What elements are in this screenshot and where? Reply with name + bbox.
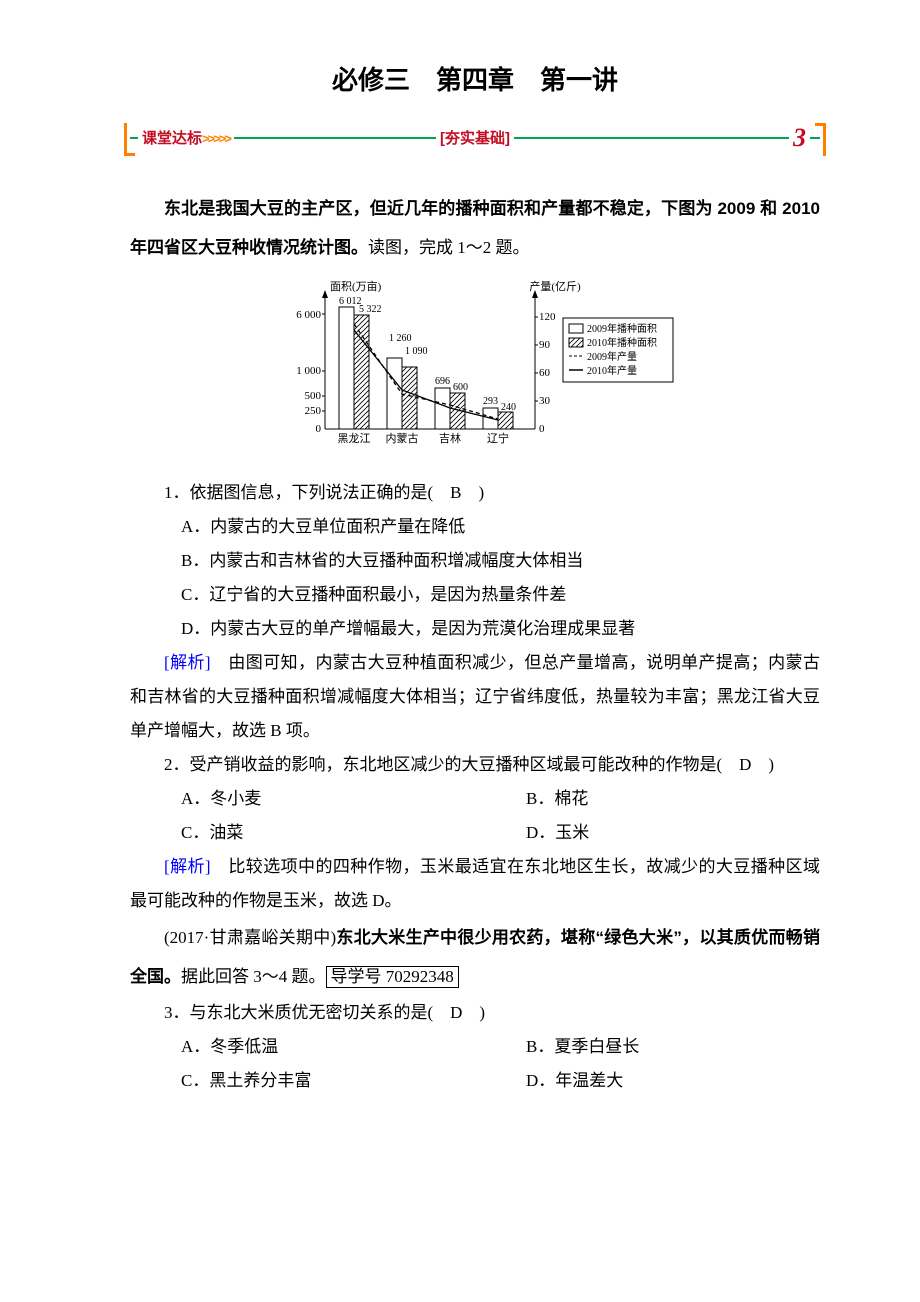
q3-opt-b: B．夏季白昼长	[475, 1030, 820, 1064]
q2-row2: C．油菜 D．玉米	[130, 816, 820, 850]
q2-opt-a: A．冬小麦	[130, 782, 475, 816]
q2-analysis-text: 比较选项中的四种作物，玉米最适宜在东北地区生长，故减少的大豆播种区域最可能改种的…	[130, 857, 820, 910]
page-title: 必修三 第四章 第一讲	[130, 60, 820, 97]
svg-text:293: 293	[483, 396, 498, 407]
svg-text:吉林: 吉林	[439, 431, 461, 445]
q3-row2: C．黑土养分丰富 D．年温差大	[130, 1064, 820, 1098]
banner-left-text: 课堂达标	[142, 130, 202, 147]
intro-plain: 读图，完成 1～2 题。	[368, 238, 530, 257]
analysis-label: [解析]	[164, 857, 211, 876]
svg-text:2009年产量: 2009年产量	[587, 350, 637, 363]
svg-text:60: 60	[539, 367, 551, 379]
chart-legend: 2009年播种面积 2010年播种面积 2009年产量 2010年产量	[563, 318, 673, 382]
analysis-label: [解析]	[164, 653, 211, 672]
intro2-plain: 据此回答 3～4 题。	[181, 967, 326, 986]
q1-analysis: [解析] 由图可知，内蒙古大豆种植面积减少，但总产量增高，说明单产提高；内蒙古和…	[130, 646, 820, 748]
line-2009-yield	[354, 324, 498, 419]
banner: 课堂达标>>>>> [夯实基础] 3	[130, 125, 820, 151]
q1-opt-b: B．内蒙古和吉林省的大豆播种面积增减幅度大体相当	[130, 544, 820, 578]
svg-text:5 322: 5 322	[359, 304, 382, 315]
q1-opt-a: A．内蒙古的大豆单位面积产量在降低	[130, 510, 820, 544]
q2-opt-b: B．棉花	[475, 782, 820, 816]
q1-opt-d: D．内蒙古大豆的单产增幅最大，是因为荒漠化治理成果显著	[130, 612, 820, 646]
banner-arrows-icon: >>>>>	[202, 131, 230, 146]
svg-text:1 260: 1 260	[389, 333, 412, 344]
svg-text:6 000: 6 000	[296, 309, 321, 321]
bars-hlj: 6 012 5 322	[339, 296, 382, 429]
banner-left-label: 课堂达标>>>>>	[138, 127, 234, 148]
intro-paragraph: 东北是我国大豆的主产区，但近几年的播种面积和产量都不稳定，下图为 2009 和 …	[130, 189, 820, 267]
svg-text:120: 120	[539, 311, 556, 323]
q3-stem: 3．与东北大米质优无密切关系的是( D )	[130, 996, 820, 1030]
svg-text:2009年播种面积: 2009年播种面积	[587, 322, 657, 335]
bars-ln: 293 240	[483, 396, 516, 429]
line-2010-yield	[354, 330, 498, 420]
svg-text:90: 90	[539, 339, 551, 351]
svg-text:辽宁: 辽宁	[487, 431, 509, 445]
q3-opt-a: A．冬季低温	[130, 1030, 475, 1064]
q2-opt-d: D．玉米	[475, 816, 820, 850]
q1-stem: 1．依据图信息，下列说法正确的是( B )	[130, 476, 820, 510]
svg-text:内蒙古: 内蒙古	[386, 431, 419, 445]
q2-row1: A．冬小麦 B．棉花	[130, 782, 820, 816]
bracket-left-icon	[124, 123, 135, 156]
svg-text:600: 600	[453, 382, 468, 393]
bars-jl: 696 600	[435, 376, 468, 429]
y-left-label: 面积(万亩)	[330, 279, 382, 293]
q1-opt-c: C．辽宁省的大豆播种面积最小，是因为热量条件差	[130, 578, 820, 612]
y-right-label: 产量(亿斤)	[529, 279, 581, 293]
intro2-paragraph: (2017·甘肃嘉峪关期中)东北大米生产中很少用农药，堪称“绿色大米”，以其质优…	[130, 918, 820, 996]
study-number-box: 导学号 70292348	[326, 966, 459, 988]
banner-center-label: [夯实基础]	[436, 127, 514, 148]
svg-text:1 000: 1 000	[296, 365, 321, 377]
svg-text:500: 500	[305, 390, 322, 402]
svg-text:250: 250	[305, 405, 322, 417]
bars-nmg: 1 260 1 090	[387, 333, 428, 429]
bracket-right-icon	[815, 123, 826, 156]
svg-text:0: 0	[539, 423, 545, 435]
svg-text:黑龙江: 黑龙江	[338, 432, 371, 445]
svg-text:1 090: 1 090	[405, 346, 428, 357]
svg-text:696: 696	[435, 376, 450, 387]
q2-opt-c: C．油菜	[130, 816, 475, 850]
svg-text:30: 30	[539, 395, 551, 407]
svg-text:0: 0	[316, 423, 322, 435]
q3-row1: A．冬季低温 B．夏季白昼长	[130, 1030, 820, 1064]
svg-text:240: 240	[501, 402, 516, 413]
svg-text:2010年产量: 2010年产量	[587, 364, 637, 377]
q2-analysis: [解析] 比较选项中的四种作物，玉米最适宜在东北地区生长，故减少的大豆播种区域最…	[130, 850, 820, 918]
banner-right-number: 3	[789, 123, 810, 153]
svg-text:2010年播种面积: 2010年播种面积	[587, 336, 657, 349]
q3-opt-d: D．年温差大	[475, 1064, 820, 1098]
chart-figure: 面积(万亩) 产量(亿斤) 0 250 500 1 000 6 000	[130, 279, 820, 464]
q2-stem: 2．受产销收益的影响，东北地区减少的大豆播种区域最可能改种的作物是( D )	[130, 748, 820, 782]
q3-opt-c: C．黑土养分丰富	[130, 1064, 475, 1098]
q1-analysis-text: 由图可知，内蒙古大豆种植面积减少，但总产量增高，说明单产提高；内蒙古和吉林省的大…	[130, 653, 820, 740]
intro2-prefix: (2017·甘肃嘉峪关期中)	[164, 928, 336, 947]
